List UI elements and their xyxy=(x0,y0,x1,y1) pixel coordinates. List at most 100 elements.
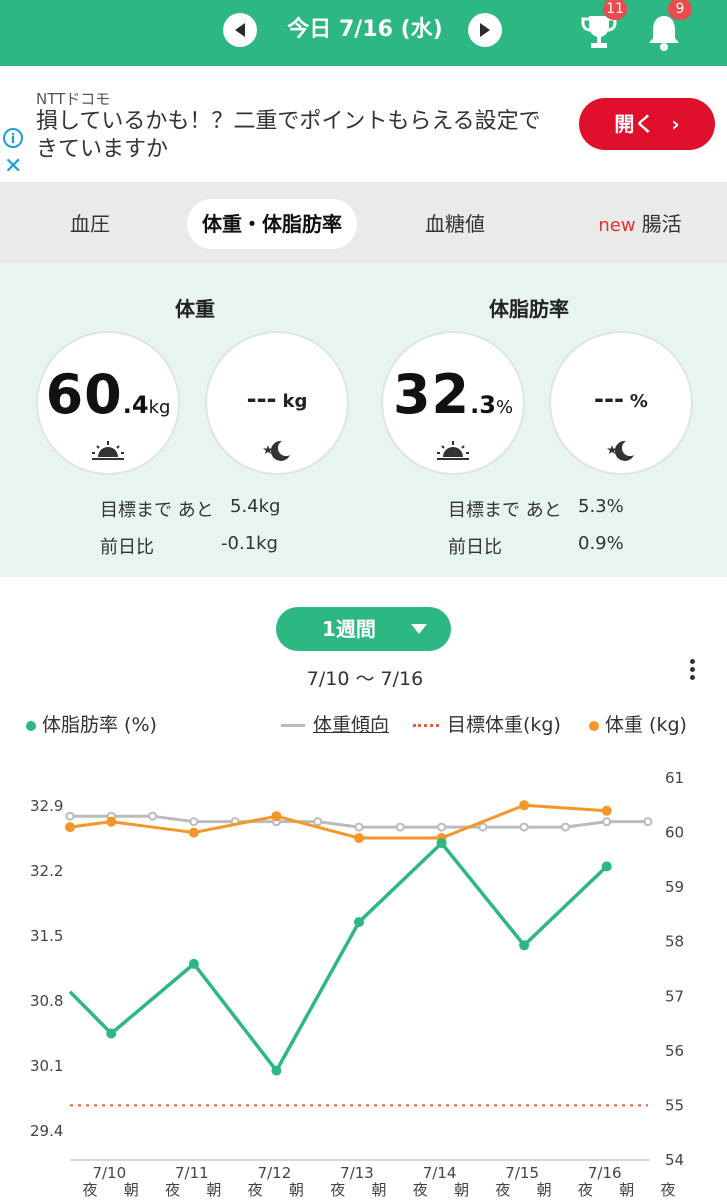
ad-banner[interactable]: NTTドコモ 損しているかも！？二重でポイントもらえる設定できていますか i ✕… xyxy=(0,66,727,183)
sunrise-icon xyxy=(92,441,124,460)
y-right-tick-label: 54 xyxy=(665,1151,684,1169)
y-right-tick-label: 57 xyxy=(665,987,684,1005)
weight-morning-card[interactable]: 60.4kg xyxy=(38,333,178,473)
notification-button[interactable]: 9 xyxy=(640,0,692,54)
bodyfat-point xyxy=(436,838,447,849)
x-tick-label: 夜 xyxy=(660,1181,675,1199)
moon-star-icon xyxy=(263,440,290,461)
ad-open-label: 開く xyxy=(614,112,655,136)
bodyfat-point xyxy=(106,1028,117,1039)
x-tick-label: 夜 xyxy=(248,1181,263,1199)
weight-bodyfat-chart: 32.9 32.2 31.5 30.8 30.1 29.4 61 60 59 58 57 56 55 54… xyxy=(30,769,684,1199)
ad-sponsor: NTTドコモ xyxy=(36,90,111,108)
tab-blood-pressure[interactable]: 血圧 xyxy=(70,212,110,236)
trend-point xyxy=(602,817,612,827)
weight-diff-label: 前日比 xyxy=(100,537,154,558)
y-left-tick-label: 32.9 xyxy=(30,797,63,815)
weight-night-card[interactable]: --- kg xyxy=(207,333,347,473)
triangle-right-icon xyxy=(480,23,490,37)
period-label: 1週間 xyxy=(322,617,376,641)
ad-close-icon[interactable]: ✕ xyxy=(4,154,23,179)
summary-panel: 体重 体脂肪率 60.4kg --- kg 32.3% xyxy=(0,263,727,577)
x-date-label: 7/13 xyxy=(340,1164,374,1182)
bodyfat-night-value: ---% xyxy=(594,385,648,413)
bodyfat-point xyxy=(601,861,612,872)
x-tick-label: 朝 xyxy=(619,1181,634,1199)
weight-morning-value: 60.4kg xyxy=(45,363,171,426)
period-dropdown[interactable]: 1週間 xyxy=(276,607,451,651)
bodyfat-night-card[interactable]: ---% xyxy=(551,333,691,473)
weight-line xyxy=(69,803,607,840)
notification-badge: 9 xyxy=(668,0,692,20)
y-left-tick-label: 29.4 xyxy=(30,1122,63,1140)
ad-open-button[interactable]: 開く › xyxy=(579,98,715,150)
y-right-tick-label: 61 xyxy=(665,769,684,787)
ad-text[interactable]: 損しているかも！？二重でポイントもらえる設定できていますか xyxy=(36,109,541,162)
triangle-left-icon xyxy=(235,23,245,37)
bodyfat-point xyxy=(354,917,364,928)
x-tick-label: 夜 xyxy=(82,1181,97,1199)
tab-gut-health[interactable]: new 腸活 xyxy=(585,199,695,249)
x-tick-label: 夜 xyxy=(578,1181,593,1199)
legend-trend[interactable]: 体重傾向 xyxy=(281,710,389,737)
bodyfat-line xyxy=(68,841,608,1073)
ad-info-icon[interactable]: i xyxy=(3,128,23,148)
y-left-tick-label: 30.1 xyxy=(30,1057,63,1075)
trend-point xyxy=(148,811,158,821)
x-tick-label: 朝 xyxy=(206,1181,221,1199)
trophy-icon xyxy=(581,16,617,48)
bodyfat-goal-value: 5.3% xyxy=(578,496,624,517)
y-left-tick-label: 30.8 xyxy=(30,992,63,1010)
weight-night-value: --- kg xyxy=(246,385,308,413)
x-tick-label: 夜 xyxy=(330,1181,345,1199)
bodyfat-morning-card[interactable]: 32.3% xyxy=(383,333,523,473)
weight-point xyxy=(188,827,199,838)
trend-point xyxy=(519,822,529,832)
weight-point xyxy=(106,816,117,827)
bodyfat-point xyxy=(519,940,530,951)
y-right-tick-label: 56 xyxy=(665,1042,684,1060)
legend-bodyfat[interactable]: 体脂肪率 (%) xyxy=(26,710,157,737)
next-day-button[interactable] xyxy=(468,13,502,47)
weight-point xyxy=(271,811,282,822)
trophy-badge: 11 xyxy=(603,0,627,20)
legend-target[interactable]: 目標体重(kg) xyxy=(413,710,561,737)
x-date-label: 7/14 xyxy=(423,1164,457,1182)
bell-icon xyxy=(649,16,679,51)
moon-star-icon xyxy=(607,440,634,461)
new-tag: new xyxy=(598,215,636,236)
tab-gut-health-label: 腸活 xyxy=(641,212,682,236)
x-tick-label: 朝 xyxy=(454,1181,469,1199)
weight-goal-label: 目標まで あと xyxy=(100,500,214,521)
category-tabs: 血圧 体重・体脂肪率 血糖値 new 腸活 xyxy=(0,183,727,263)
weight-diff-value: -0.1kg xyxy=(221,533,278,554)
y-left-tick-label: 32.2 xyxy=(30,862,63,880)
legend-target-swatch xyxy=(413,724,439,727)
sunrise-icon xyxy=(437,441,469,460)
tab-blood-sugar[interactable]: 血糖値 xyxy=(425,212,485,236)
tab-weight-bodyfat[interactable]: 体重・体脂肪率 xyxy=(187,199,357,249)
previous-day-button[interactable] xyxy=(223,13,257,47)
date-range: 7/10 〜 7/16 xyxy=(306,668,424,690)
weight-section-title: 体重 xyxy=(175,297,215,321)
x-date-label: 7/15 xyxy=(505,1164,539,1182)
y-right-tick-label: 58 xyxy=(665,933,684,951)
x-date-label: 7/10 xyxy=(92,1164,126,1182)
date-title[interactable]: 今日 7/16 (水) xyxy=(287,17,443,42)
legend-weight[interactable]: 体重 (kg) xyxy=(589,710,687,737)
x-tick-label: 朝 xyxy=(124,1181,139,1199)
trend-point xyxy=(395,822,405,832)
trend-point xyxy=(560,822,570,832)
legend-trend-swatch xyxy=(281,724,305,727)
x-date-label: 7/12 xyxy=(258,1164,292,1182)
trophy-button[interactable]: 11 xyxy=(575,0,627,54)
bodyfat-diff-value: 0.9% xyxy=(578,533,624,554)
y-right-tick-label: 60 xyxy=(665,824,684,842)
trend-point xyxy=(189,817,199,827)
x-tick-label: 朝 xyxy=(371,1181,386,1199)
app-header: 今日 7/16 (水) 11 9 xyxy=(0,0,727,66)
more-options-icon[interactable] xyxy=(682,656,702,684)
legend-weight-swatch xyxy=(589,720,599,731)
y-left-tick-label: 31.5 xyxy=(30,927,63,945)
trend-point xyxy=(354,822,364,832)
